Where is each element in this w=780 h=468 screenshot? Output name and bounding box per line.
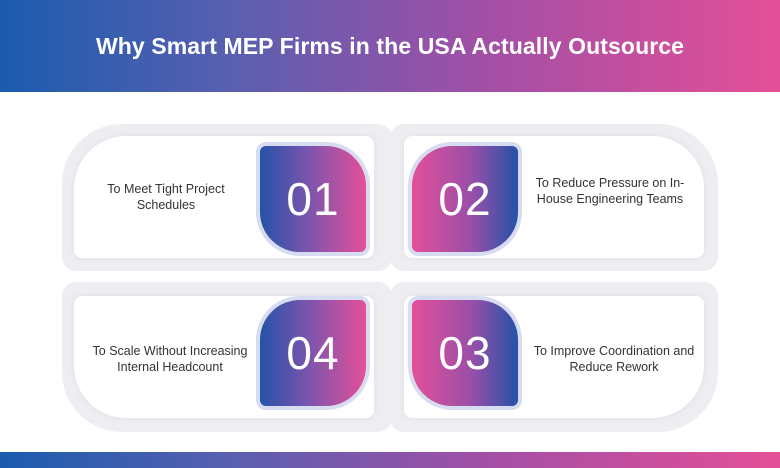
card-04-text: To Scale Without Increasing Internal Hea… xyxy=(92,344,248,374)
card-02-text: To Reduce Pressure on In-House Engineeri… xyxy=(535,176,685,206)
number-tile-01: 01 xyxy=(256,142,370,256)
number-01: 01 xyxy=(286,173,340,225)
number-04: 04 xyxy=(286,327,340,379)
footer-bar xyxy=(0,452,780,468)
card-01-text: To Meet Tight Project Schedules xyxy=(107,182,225,212)
card-03-text: To Improve Coordination and Reduce Rewor… xyxy=(533,344,695,374)
page-title: Why Smart MEP Firms in the USA Actually … xyxy=(95,32,685,59)
number-tile-04: 04 xyxy=(256,296,370,410)
number-02: 02 xyxy=(438,173,492,225)
number-03: 03 xyxy=(438,327,492,379)
header-banner: Why Smart MEP Firms in the USA Actually … xyxy=(0,0,780,92)
number-tile-03: 03 xyxy=(408,296,522,410)
number-tile-02: 02 xyxy=(408,142,522,256)
